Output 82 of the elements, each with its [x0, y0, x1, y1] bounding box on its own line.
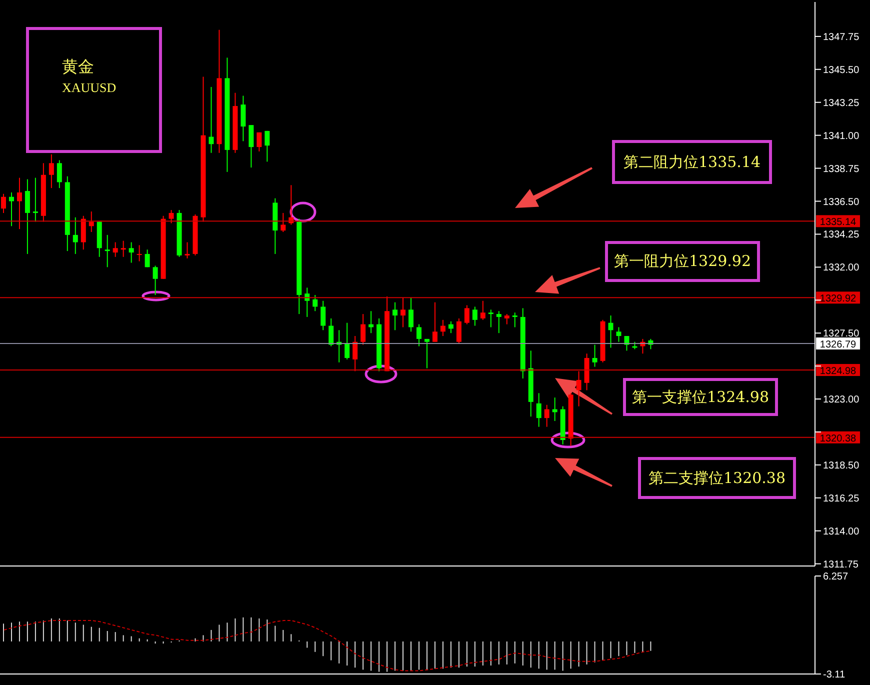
- candlestick: [400, 297, 406, 328]
- candlestick: [112, 242, 118, 258]
- candlestick: [536, 392, 542, 428]
- annotation: 第二支撑位1320.38: [638, 457, 796, 499]
- candlestick: [1, 193, 6, 214]
- candlestick: [256, 132, 262, 152]
- annotation: 第一支撑位1324.98: [623, 378, 778, 416]
- candlestick: [432, 302, 438, 342]
- candlestick: [456, 318, 462, 344]
- candlestick: [24, 178, 30, 254]
- candlestick: [16, 177, 22, 230]
- candlestick: [168, 210, 174, 224]
- candlestick: [80, 215, 86, 250]
- y-tick-label: 1347.75: [823, 32, 860, 43]
- candlestick: [464, 304, 470, 325]
- ref-line-label: 1320.38: [820, 433, 857, 444]
- ref-line-label: 1326.79: [820, 339, 857, 350]
- candlestick: [592, 344, 598, 368]
- y-tick-label: 1336.50: [823, 196, 860, 208]
- candlestick: [576, 370, 582, 407]
- candlestick: [248, 124, 254, 168]
- candlestick: [352, 336, 358, 372]
- y-tick-label: 1332.00: [823, 262, 860, 274]
- annotation: 第二阻力位1335.14: [612, 140, 772, 184]
- candlestick: [608, 314, 614, 348]
- candlestick: [424, 338, 430, 369]
- ref-line-label: 1335.14: [820, 217, 857, 228]
- y-tick-label: 1343.25: [823, 98, 860, 109]
- candlestick: [496, 310, 502, 334]
- y-tick-label: 1316.25: [823, 493, 860, 504]
- candlestick: [504, 314, 510, 325]
- annotation: 黄金: [62, 57, 94, 78]
- y-tick-label: 1334.25: [823, 230, 860, 241]
- candlestick: [128, 242, 134, 264]
- candlestick: [240, 95, 246, 142]
- candlestick: [392, 302, 398, 331]
- candlestick: [624, 336, 630, 352]
- candlestick: [408, 297, 414, 332]
- candlestick: [136, 244, 142, 262]
- candlestick: [344, 322, 350, 360]
- candlestick: [320, 300, 326, 331]
- candlestick: [312, 294, 318, 312]
- candlestick: [8, 192, 14, 227]
- candlestick: [472, 306, 478, 326]
- y-tick-label: 6.257: [823, 572, 848, 583]
- y-tick-label: 1327.50: [823, 328, 860, 340]
- annotation: 第一阻力位1329.92: [605, 241, 760, 282]
- line-series: [3, 620, 652, 672]
- candlestick: [120, 240, 126, 258]
- candlestick: [152, 265, 158, 296]
- candlestick: [328, 318, 334, 347]
- candlestick: [104, 234, 110, 268]
- candlestick: [512, 312, 518, 328]
- candlestick: [440, 319, 446, 337]
- candlestick: [48, 154, 54, 189]
- candlestick: [208, 86, 214, 154]
- ref-line-label: 1324.98: [820, 366, 857, 377]
- candlestick: [480, 300, 486, 320]
- y-tick-label: 1341.00: [823, 130, 860, 142]
- y-tick-label: 1323.00: [823, 394, 860, 406]
- y-tick-label: 1338.75: [823, 164, 860, 175]
- y-tick-label: -3.11: [823, 670, 846, 681]
- candlestick: [72, 216, 78, 254]
- annotation: XAUUSD: [62, 80, 116, 96]
- candlestick: [448, 320, 454, 334]
- candlestick: [416, 324, 422, 347]
- y-tick-label: 1318.50: [823, 460, 860, 472]
- candlestick: [616, 326, 622, 342]
- candlestick: [264, 130, 270, 162]
- candlestick: [280, 212, 286, 232]
- candlestick: [360, 314, 366, 346]
- candlestick: [184, 242, 190, 259]
- y-tick-label: 1311.75: [823, 559, 859, 570]
- candlestick: [488, 309, 494, 328]
- candlestick: [32, 177, 38, 222]
- y-tick-label: 1314.00: [823, 526, 860, 538]
- candlestick: [88, 210, 94, 232]
- y-tick-label: 1345.50: [823, 64, 860, 76]
- candlestick: [56, 160, 62, 189]
- ref-line-label: 1329.92: [820, 294, 857, 305]
- candlestick: [144, 249, 150, 268]
- candlestick: [544, 404, 550, 428]
